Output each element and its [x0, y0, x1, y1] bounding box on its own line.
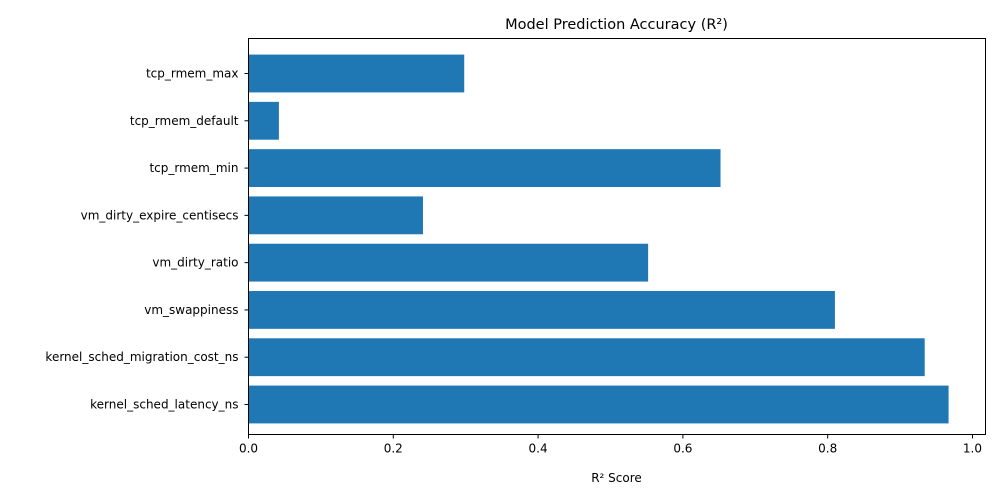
y-tick-label: tcp_rmem_max: [146, 67, 239, 81]
bar-vm_dirty_ratio: [248, 243, 649, 282]
bar-kernel_sched_latency_ns: [248, 385, 949, 424]
x-axis-ticks: 0.0 0.2 0.4 0.6 0.8 1.0: [239, 434, 982, 456]
y-tick-label: kernel_sched_migration_cost_ns: [45, 350, 238, 364]
bar-vm_swappiness: [248, 291, 835, 329]
y-tick-label: tcp_rmem_default: [130, 114, 239, 128]
y-tick-label: kernel_sched_latency_ns: [90, 398, 238, 412]
x-tick-label: 0.2: [384, 442, 403, 456]
x-axis-label: R² Score: [591, 471, 642, 485]
bars-group: [248, 54, 949, 424]
y-tick-label: vm_dirty_expire_centisecs: [81, 208, 239, 222]
plot-frame: [248, 38, 986, 435]
bar-vm_dirty_expire_centisecs: [248, 196, 423, 235]
x-tick-label: 0.4: [529, 442, 548, 456]
y-axis-ticks: kernel_sched_latency_ns kernel_sched_migr…: [45, 67, 249, 412]
y-tick-label: vm_dirty_ratio: [152, 256, 238, 270]
bar-tcp_rmem_min: [248, 149, 721, 187]
y-tick-label: tcp_rmem_min: [149, 161, 238, 175]
x-tick-label: 0.8: [818, 442, 837, 456]
bar-tcp_rmem_max: [248, 54, 465, 93]
bar-kernel_sched_migration_cost_ns: [248, 338, 925, 377]
x-tick-label: 0.0: [239, 442, 258, 456]
x-tick-label: 0.6: [673, 442, 692, 456]
y-tick-label: vm_swappiness: [144, 303, 238, 317]
x-tick-label: 1.0: [963, 442, 982, 456]
chart-title: Model Prediction Accuracy (R²): [505, 17, 728, 33]
bar-tcp_rmem_default: [248, 101, 279, 140]
